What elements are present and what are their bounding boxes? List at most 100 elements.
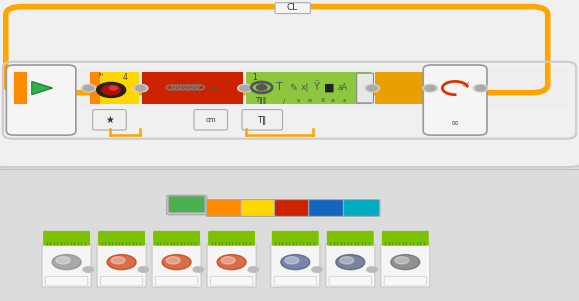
FancyBboxPatch shape — [274, 276, 316, 286]
Text: T‖: T‖ — [257, 116, 266, 125]
FancyBboxPatch shape — [384, 276, 426, 286]
Circle shape — [475, 85, 486, 91]
FancyBboxPatch shape — [101, 276, 142, 286]
FancyBboxPatch shape — [357, 73, 373, 103]
Circle shape — [240, 85, 250, 91]
Circle shape — [109, 86, 118, 90]
Circle shape — [102, 85, 120, 95]
FancyBboxPatch shape — [329, 276, 372, 286]
FancyBboxPatch shape — [309, 200, 345, 216]
Circle shape — [107, 255, 136, 270]
FancyBboxPatch shape — [241, 200, 277, 216]
Circle shape — [52, 255, 81, 270]
FancyBboxPatch shape — [6, 65, 76, 135]
Bar — [142, 72, 243, 104]
FancyBboxPatch shape — [97, 243, 146, 287]
FancyBboxPatch shape — [194, 110, 228, 130]
Text: T: T — [149, 78, 162, 96]
Text: =: = — [208, 81, 218, 94]
FancyBboxPatch shape — [153, 231, 200, 246]
Circle shape — [83, 85, 94, 91]
FancyBboxPatch shape — [155, 276, 198, 286]
Circle shape — [391, 255, 420, 270]
Circle shape — [237, 84, 252, 92]
FancyBboxPatch shape — [270, 243, 320, 287]
FancyBboxPatch shape — [152, 243, 201, 287]
Text: ■: ■ — [324, 82, 334, 92]
FancyBboxPatch shape — [381, 243, 430, 287]
Text: T: T — [276, 82, 283, 92]
FancyBboxPatch shape — [93, 110, 126, 130]
Text: X: X — [321, 98, 325, 103]
Circle shape — [217, 255, 246, 270]
FancyBboxPatch shape — [43, 231, 90, 246]
Circle shape — [111, 257, 125, 264]
Text: z: z — [343, 98, 346, 103]
Circle shape — [312, 267, 322, 272]
FancyBboxPatch shape — [208, 231, 255, 246]
FancyBboxPatch shape — [327, 231, 373, 246]
Circle shape — [97, 82, 126, 98]
Circle shape — [423, 84, 438, 92]
Polygon shape — [32, 81, 53, 95]
FancyBboxPatch shape — [12, 69, 567, 107]
Text: 4: 4 — [123, 73, 127, 82]
Text: /: / — [283, 98, 285, 103]
FancyBboxPatch shape — [42, 243, 91, 287]
Circle shape — [340, 257, 354, 264]
Circle shape — [83, 267, 94, 272]
Bar — [90, 72, 100, 104]
FancyBboxPatch shape — [207, 243, 256, 287]
Text: T‖‖: T‖‖ — [255, 97, 266, 104]
Circle shape — [221, 257, 235, 264]
FancyBboxPatch shape — [272, 231, 318, 246]
Circle shape — [285, 257, 299, 264]
Circle shape — [256, 85, 267, 90]
Circle shape — [133, 84, 148, 92]
FancyBboxPatch shape — [242, 110, 283, 130]
FancyBboxPatch shape — [206, 200, 243, 216]
FancyBboxPatch shape — [275, 3, 310, 14]
Circle shape — [336, 255, 365, 270]
FancyBboxPatch shape — [274, 200, 311, 216]
FancyBboxPatch shape — [382, 231, 428, 246]
Circle shape — [56, 257, 70, 264]
Circle shape — [425, 85, 435, 91]
Circle shape — [138, 267, 148, 272]
FancyBboxPatch shape — [423, 65, 487, 135]
FancyBboxPatch shape — [98, 231, 145, 246]
FancyBboxPatch shape — [14, 72, 27, 104]
Circle shape — [365, 84, 380, 92]
Text: Ÿ: Ÿ — [314, 82, 320, 92]
Circle shape — [193, 267, 204, 272]
FancyBboxPatch shape — [211, 276, 252, 286]
Text: ✎: ✎ — [290, 82, 298, 92]
Text: 1: 1 — [252, 73, 257, 82]
Text: aA: aA — [337, 83, 347, 92]
Circle shape — [281, 255, 310, 270]
Bar — [375, 72, 423, 104]
Text: in: in — [99, 72, 104, 77]
FancyBboxPatch shape — [46, 276, 88, 286]
Circle shape — [162, 255, 191, 270]
Bar — [90, 72, 139, 104]
Circle shape — [367, 267, 378, 272]
Circle shape — [395, 257, 409, 264]
Text: x|: x| — [301, 83, 309, 92]
Circle shape — [367, 85, 378, 91]
Circle shape — [473, 84, 488, 92]
Text: a: a — [331, 98, 335, 103]
Text: CL: CL — [287, 3, 298, 12]
Circle shape — [81, 84, 96, 92]
Circle shape — [135, 85, 146, 91]
Text: α: α — [307, 98, 312, 103]
Text: ★: ★ — [105, 115, 114, 126]
Circle shape — [166, 257, 180, 264]
Text: cm: cm — [206, 117, 216, 123]
Circle shape — [248, 267, 258, 272]
FancyBboxPatch shape — [0, 0, 579, 167]
FancyBboxPatch shape — [325, 243, 375, 287]
Text: ∞: ∞ — [451, 118, 459, 129]
Bar — [246, 72, 371, 104]
Text: s: s — [296, 98, 300, 103]
